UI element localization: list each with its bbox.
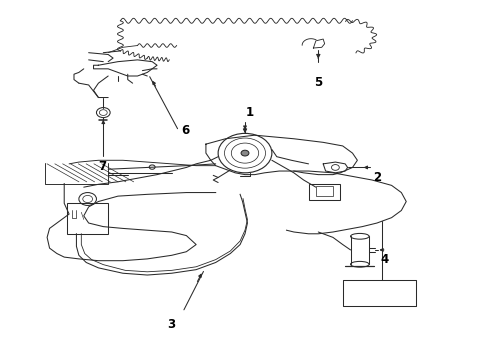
Text: 2: 2	[373, 171, 381, 184]
Text: 1: 1	[246, 106, 254, 119]
Polygon shape	[314, 39, 325, 48]
Text: 3: 3	[168, 318, 176, 331]
Text: 6: 6	[181, 124, 190, 137]
Bar	[316, 186, 333, 196]
Text: 7: 7	[98, 160, 106, 173]
Text: 4: 4	[381, 253, 389, 266]
Text: 5: 5	[314, 76, 322, 89]
Circle shape	[241, 150, 249, 156]
Bar	[309, 184, 340, 200]
Bar	[67, 203, 108, 234]
